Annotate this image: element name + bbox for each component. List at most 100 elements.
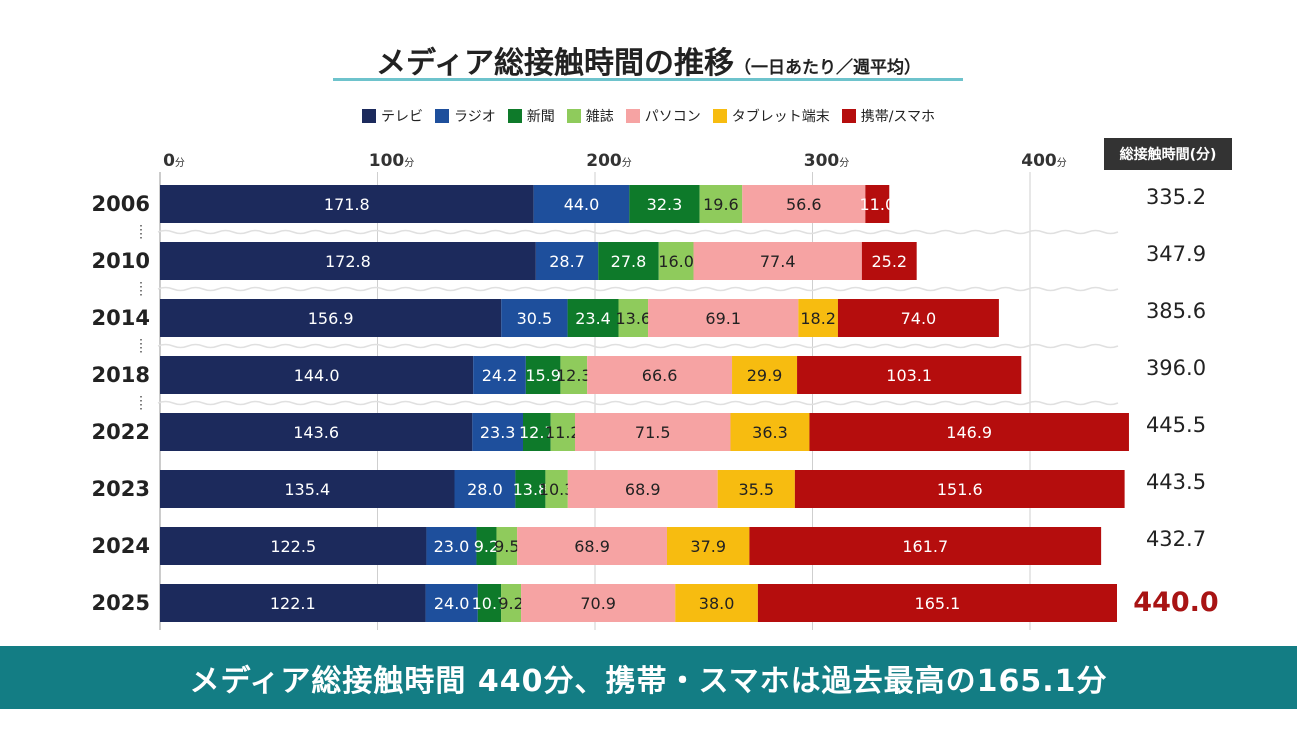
data-label: 19.6 [703, 195, 739, 214]
bar-segment [618, 299, 649, 337]
data-label: 122.5 [270, 537, 316, 556]
legend-swatch [434, 109, 449, 123]
bar-segment [693, 242, 862, 280]
data-label: 23.0 [434, 537, 470, 556]
data-label: 32.3 [647, 195, 683, 214]
data-label: 24.2 [482, 366, 518, 385]
data-label: 36.3 [752, 423, 788, 442]
legend-item: タブレット端末 [712, 106, 830, 126]
total-label: 443.5 [1146, 470, 1206, 494]
data-label: 15.9 [525, 366, 561, 385]
y-tick-label: 2018 [92, 363, 150, 387]
data-label: 71.5 [635, 423, 671, 442]
total-label: 347.9 [1146, 242, 1206, 266]
legend-label: パソコン [644, 109, 701, 125]
bar-segment [742, 185, 866, 223]
data-label: 70.9 [580, 594, 616, 613]
bar-segment [496, 527, 518, 565]
y-tick-label: 2023 [92, 477, 150, 501]
legend-item: 携帯/スマホ [841, 106, 936, 126]
legend-swatch [566, 109, 581, 123]
bar-segment [809, 413, 1129, 451]
bar-segment [865, 185, 890, 223]
legend-item: ラジオ [434, 106, 496, 126]
bar-segment [648, 299, 799, 337]
bar-segment [160, 242, 536, 280]
data-label: 171.8 [324, 195, 370, 214]
data-label: 172.8 [325, 252, 371, 271]
data-label: 77.4 [760, 252, 796, 271]
data-label: 44.0 [564, 195, 600, 214]
bar-segment [476, 527, 497, 565]
total-label: 335.2 [1146, 185, 1206, 209]
legend-swatch [361, 109, 376, 123]
total-label: 385.6 [1146, 299, 1206, 323]
data-label: 9.2 [498, 594, 523, 613]
legend-label: タブレット端末 [731, 109, 830, 125]
break-wave [157, 286, 1119, 292]
data-label: 68.9 [574, 537, 610, 556]
bar-segment [160, 413, 473, 451]
bar-segment [861, 242, 917, 280]
data-label: 146.9 [946, 423, 992, 442]
bar-segment [550, 413, 575, 451]
bar-segment [730, 413, 810, 451]
break-wave [157, 343, 1119, 349]
bar-segment [160, 527, 427, 565]
data-label: 122.1 [270, 594, 316, 613]
data-label: 69.1 [705, 309, 741, 328]
legend-label: 雑誌 [585, 109, 614, 125]
legend-item: テレビ [361, 106, 423, 126]
bar-segment [567, 470, 718, 508]
legend-label: 携帯/スマホ [860, 109, 936, 125]
data-label: 74.0 [901, 309, 937, 328]
x-tick-label: 0分 [163, 151, 185, 171]
bar-segment [473, 356, 526, 394]
chart-legend: テレビ ラジオ 新聞 雑誌 パソコン タブレット端末 携帯/スマホ [0, 106, 1297, 126]
break-wave [157, 400, 1119, 406]
data-label: 103.1 [886, 366, 932, 385]
bar-segment [454, 470, 516, 508]
legend-swatch [507, 109, 522, 123]
bar-segment [732, 356, 798, 394]
chart-title: メディア総接触時間の推移（一日あたり／週平均） [0, 38, 1297, 82]
bar-segment [160, 584, 426, 622]
data-label: 10.7 [472, 594, 508, 613]
bar-segment [629, 185, 700, 223]
bar-segment [598, 242, 659, 280]
data-label: 29.9 [747, 366, 783, 385]
data-label: 156.9 [308, 309, 354, 328]
data-label: 23.3 [480, 423, 516, 442]
legend-item: 新聞 [507, 106, 555, 126]
bar-segment [560, 356, 588, 394]
total-label: 440.0 [1133, 587, 1218, 618]
chart-title-main: メディア総接触時間の推移 [376, 46, 734, 81]
bar-segment [501, 584, 522, 622]
legend-label: ラジオ [453, 109, 496, 125]
y-tick-label: 2006 [92, 192, 150, 216]
data-label: 56.6 [786, 195, 822, 214]
bar-segment [523, 413, 551, 451]
bar-segment [837, 299, 999, 337]
title-underline [333, 78, 963, 81]
data-label: 25.2 [871, 252, 907, 271]
data-label: 151.6 [937, 480, 983, 499]
data-label: 144.0 [294, 366, 340, 385]
y-tick-label: 2022 [92, 420, 150, 444]
bar-segment [525, 356, 561, 394]
x-tick-unit: 分 [1057, 157, 1067, 169]
data-label: 68.9 [625, 480, 661, 499]
bar-segment [517, 527, 667, 565]
bar-segment [797, 356, 1022, 394]
bar-segment [533, 185, 630, 223]
data-label: 24.0 [434, 594, 470, 613]
footer-banner: メディア総接触時間 440分、携帯・スマホは過去最高の165.1分 [0, 646, 1297, 709]
total-header: 総接触時間(分) [1104, 138, 1232, 170]
data-label: 10.3 [539, 480, 575, 499]
bar-segment [535, 242, 599, 280]
x-tick-unit: 分 [839, 157, 849, 169]
bar-segment [567, 299, 619, 337]
data-label: 37.9 [690, 537, 726, 556]
bar-segment [521, 584, 676, 622]
data-label: 23.4 [575, 309, 611, 328]
